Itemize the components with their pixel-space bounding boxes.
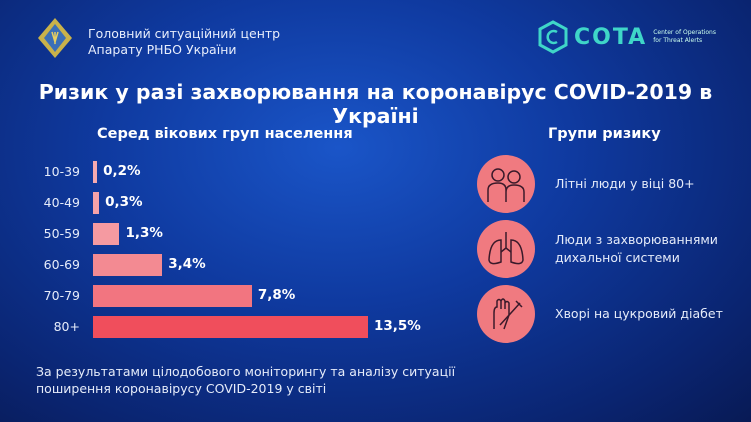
bar-70-79 <box>93 285 252 307</box>
org-line: Апарату РНБО України <box>88 42 237 57</box>
cota-sub: Center of Operations <box>653 29 716 36</box>
bar-60-69 <box>93 254 163 276</box>
data-label: 0,2% <box>103 163 141 179</box>
lungs-icon <box>477 220 535 278</box>
category-label: 50-59 <box>43 226 80 241</box>
bar-50-59 <box>93 223 120 245</box>
category-label: 60-69 <box>43 257 80 272</box>
risk-item-elderly: Літні люди у віці 80+ <box>477 155 695 213</box>
chart-title: Серед вікових груп населення <box>97 126 353 142</box>
bar-80+ <box>93 316 368 338</box>
risk-text: дихальної системи <box>555 250 680 265</box>
cota-name: COTA <box>574 24 648 50</box>
category-label: 10-39 <box>43 164 80 179</box>
category-label: 70-79 <box>43 288 80 303</box>
bar-10-39 <box>93 161 98 183</box>
data-label: 1,3% <box>125 225 163 241</box>
elderly-people-icon <box>477 155 535 213</box>
cota-logo: COTA Center of Operations for Threat Aler… <box>538 20 716 54</box>
data-label: 3,4% <box>168 256 206 272</box>
cota-sub: for Threat Alerts <box>653 37 703 44</box>
footnote: За результатами цілодобового моніторингу… <box>36 363 455 397</box>
data-label: 0,3% <box>105 194 143 210</box>
cota-hexagon-icon <box>538 20 568 54</box>
footnote-line: поширення коронавірусу COVID-2019 у світ… <box>36 381 327 396</box>
bar-40-49 <box>93 192 100 214</box>
hand-syringe-icon <box>477 285 535 343</box>
risk-groups-title: Групи ризику <box>548 126 661 142</box>
data-label: 7,8% <box>257 287 296 303</box>
risk-text: Люди з захворюваннями <box>555 232 718 247</box>
risk-item-diabetes: Хворі на цукровий діабет <box>477 285 723 343</box>
organization-name: Головний ситуаційний центр Апарату РНБО … <box>88 26 280 58</box>
footnote-line: За результатами цілодобового моніторингу… <box>36 364 456 379</box>
risk-text: Хворі на цукровий діабет <box>555 306 723 321</box>
risk-text: Літні люди у віці 80+ <box>555 176 695 191</box>
category-label: 40-49 <box>43 195 80 210</box>
risk-item-respiratory: Люди з захворюваннями дихальної системи <box>477 220 718 278</box>
data-label: 13,5% <box>374 318 421 334</box>
org-line: Головний ситуаційний центр <box>88 26 281 41</box>
page-title: Ризик у разі захворювання на коронавірус… <box>38 80 713 128</box>
nsdc-emblem-icon <box>38 18 72 58</box>
category-label: 80+ <box>53 319 80 334</box>
